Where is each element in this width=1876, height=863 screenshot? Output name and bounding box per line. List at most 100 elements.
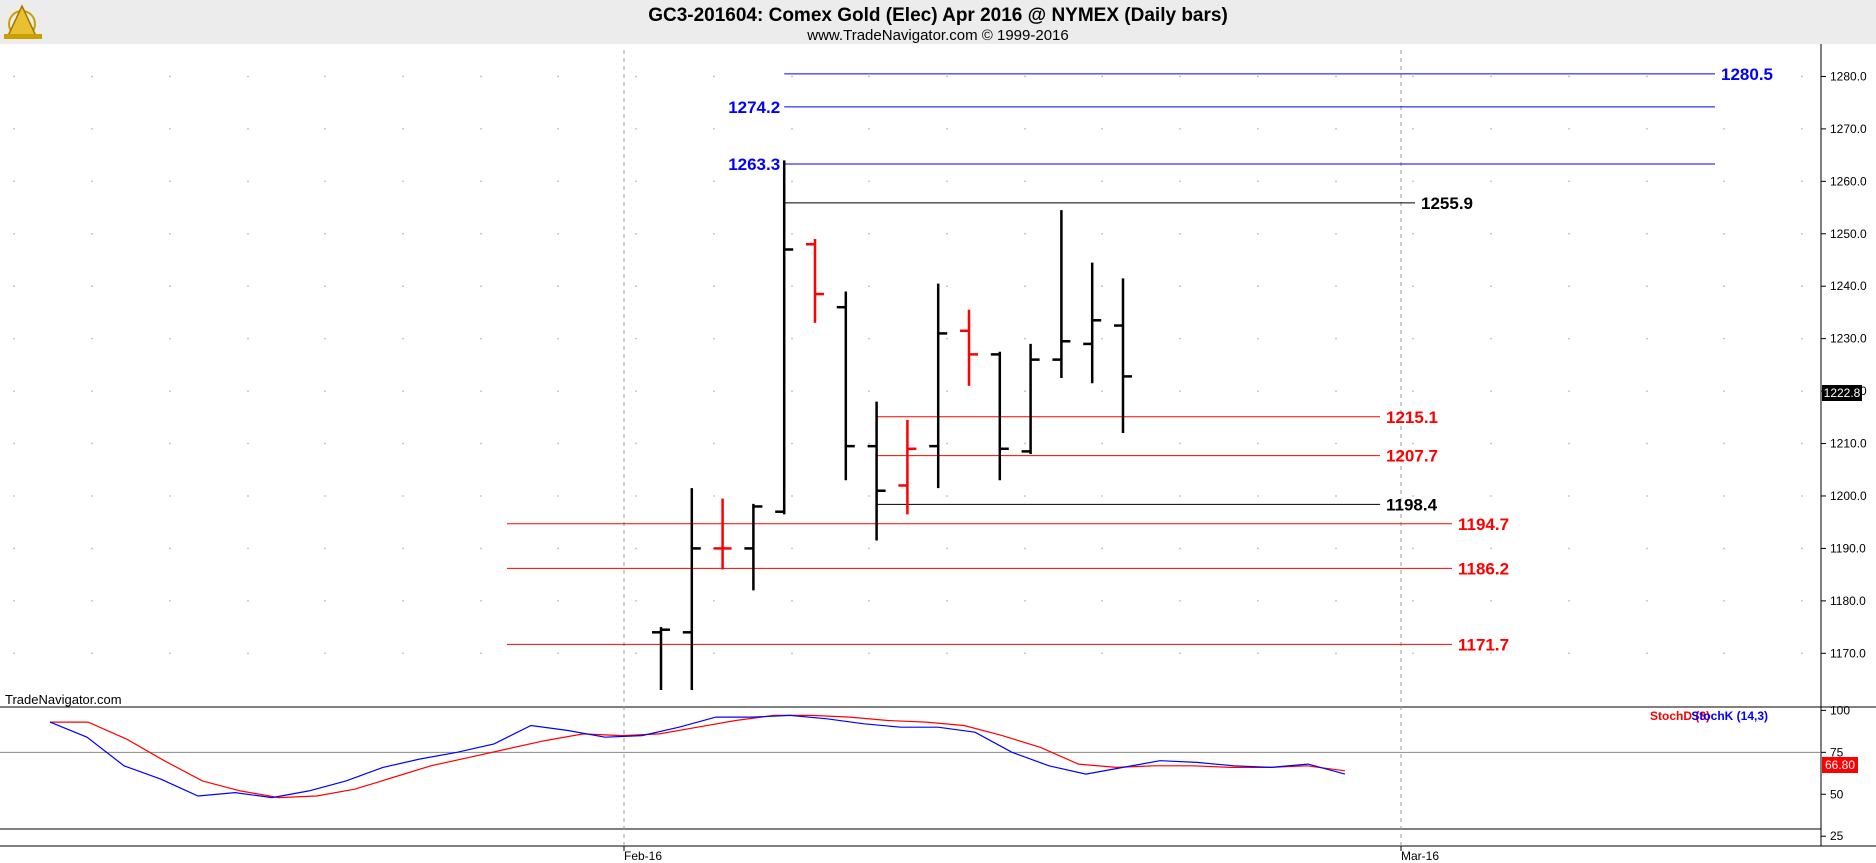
x-tick-label: Mar-16 [1401, 849, 1439, 863]
grid-dot [91, 547, 93, 550]
grid-dot [1335, 442, 1337, 445]
y-tick-label: 1200.0 [1830, 489, 1867, 503]
grid-dot [635, 495, 637, 497]
grid-dot [247, 442, 249, 445]
grid-dot [169, 127, 171, 130]
grid-dot [169, 337, 171, 340]
grid-dot [402, 285, 404, 288]
grid-dot [1490, 390, 1492, 392]
grid-dot [402, 180, 404, 183]
grid-dot [868, 285, 870, 288]
grid-dot [1568, 337, 1570, 340]
grid-dot [91, 495, 93, 497]
grid-dot [480, 337, 482, 340]
grid-dot [402, 652, 404, 655]
grid-dot [1568, 127, 1570, 130]
stoch-tick-label: 25 [1830, 829, 1844, 843]
grid-dot [868, 547, 870, 550]
grid-dot [91, 75, 93, 78]
legend-stochd: StochD (3) [1650, 709, 1710, 723]
grid-dot [1568, 442, 1570, 445]
grid-dot [1179, 599, 1181, 602]
grid-dot [324, 442, 326, 445]
grid-dot [1646, 232, 1648, 235]
grid-dot [402, 390, 404, 392]
grid-dot [1801, 390, 1803, 392]
price-axis: 1170.01180.01190.01200.01210.01220.01230… [1821, 69, 1867, 660]
grid-dot [169, 652, 171, 655]
grid-dot [713, 180, 715, 183]
grid-dot [1646, 127, 1648, 130]
ohlc-bar [960, 309, 978, 386]
chart-title: GC3-201604: Comex Gold (Elec) Apr 2016 @… [648, 5, 1228, 26]
level-label: 1263.3 [728, 155, 780, 174]
ohlc-bar [775, 160, 794, 515]
grid-dot [1801, 285, 1803, 288]
svg-text:66.80: 66.80 [1825, 758, 1855, 772]
grid-dot [868, 495, 870, 497]
grid-dot [1024, 180, 1026, 183]
grid-dot [1412, 127, 1414, 130]
grid-dot [1412, 390, 1414, 392]
grid-dot [480, 599, 482, 602]
grid-dot [1412, 495, 1414, 497]
grid-dot [1257, 547, 1259, 550]
grid-dot [557, 285, 559, 288]
grid-dot [1490, 337, 1492, 340]
grid-dot [1101, 547, 1103, 550]
grid-dot [13, 337, 15, 340]
grid-dot [791, 180, 793, 183]
stoch-tick-label: 75 [1830, 745, 1844, 759]
grid-dot [247, 180, 249, 183]
ohlc-bar [713, 498, 732, 570]
grid-dot [1257, 337, 1259, 340]
grid-dot [480, 127, 482, 130]
grid-dot [1101, 652, 1103, 655]
grid-dot [1412, 547, 1414, 550]
svg-text:1222.8: 1222.8 [1824, 386, 1861, 400]
grid-dot [247, 75, 249, 78]
grid-dot [868, 599, 870, 602]
grid-dot [1568, 599, 1570, 602]
grid-dot [1024, 127, 1026, 130]
ohlc-bars [652, 160, 1132, 690]
grid-dot [91, 390, 93, 392]
grid-dot [13, 75, 15, 78]
grid-dot [1335, 547, 1337, 550]
grid-dot [1101, 285, 1103, 288]
grid-dot [1101, 75, 1103, 78]
grid-dot [1179, 547, 1181, 550]
grid-dot [402, 127, 404, 130]
grid-dot [946, 547, 948, 550]
grid-dot [480, 390, 482, 392]
grid-dot [557, 127, 559, 130]
grid-dot [1723, 75, 1725, 78]
grid-dot [635, 337, 637, 340]
grid-dot [1801, 652, 1803, 655]
grid-dot [1490, 232, 1492, 235]
grid-dot [635, 652, 637, 655]
grid-dot [1412, 75, 1414, 78]
ohlc-bar [1114, 278, 1132, 434]
grid-dot [557, 547, 559, 550]
level-label: 1186.2 [1458, 559, 1509, 578]
grid-dot [1490, 442, 1492, 445]
grid-dot [1335, 599, 1337, 602]
stoch-series-line [49, 714, 1346, 799]
grid-dot [791, 285, 793, 288]
grid-dot [1179, 75, 1181, 78]
y-tick-label: 1190.0 [1830, 541, 1866, 555]
grid-dot [635, 547, 637, 550]
grid-dot [1257, 285, 1259, 288]
grid-dot [557, 495, 559, 497]
grid-dot [1490, 599, 1492, 602]
grid-dot [169, 232, 171, 235]
grid-dot [635, 442, 637, 445]
grid-dot [1179, 337, 1181, 340]
grid-dot [91, 599, 93, 602]
grid-dot [324, 285, 326, 288]
grid-dot [1568, 285, 1570, 288]
ohlc-bar [929, 283, 948, 489]
grid-dot [946, 180, 948, 183]
grid-dot [791, 652, 793, 655]
